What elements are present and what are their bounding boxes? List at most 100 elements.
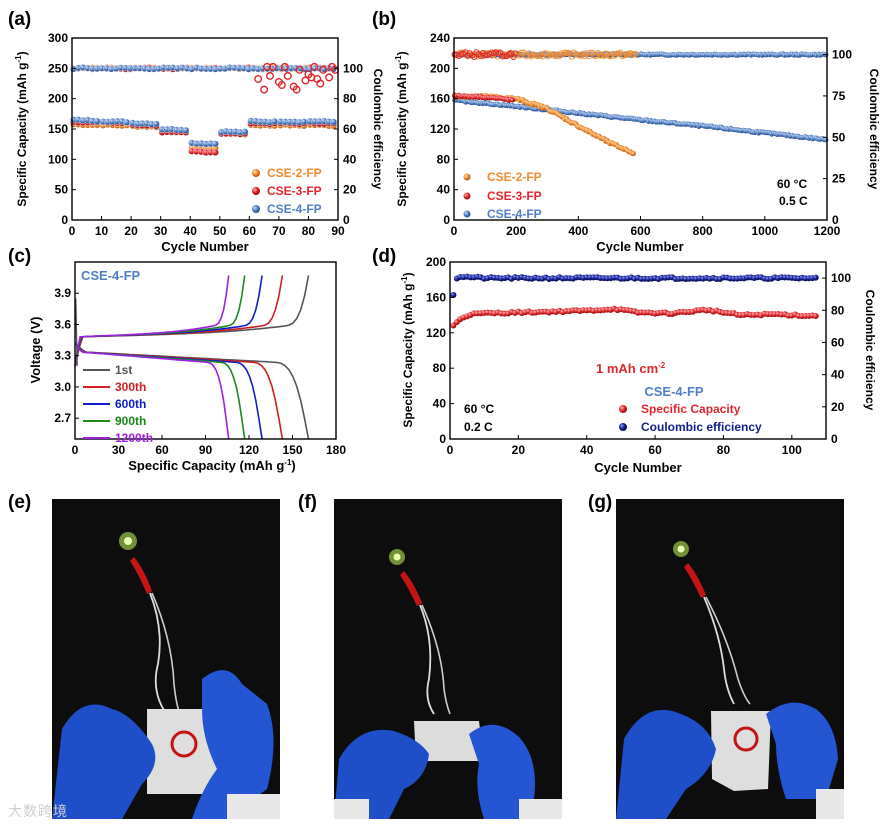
y-tick-label: 250 — [48, 61, 68, 75]
y-right-tick-label: 100 — [832, 48, 852, 62]
ce-point-cse3-scatter — [283, 71, 292, 80]
x-tick-label: 80 — [717, 443, 731, 457]
legend-marker-capacity — [619, 405, 627, 413]
chart-b-annotation-temp: 60 °C — [777, 177, 807, 191]
y-right-tick-label: 60 — [831, 335, 845, 349]
capacity-point-cse4 — [300, 118, 308, 126]
discharge-curve-900th — [74, 342, 246, 440]
panel-label-g: (g) — [588, 492, 613, 513]
photo-e-led-demo — [52, 499, 280, 819]
wire — [703, 596, 735, 705]
legend-marker-cse2 — [463, 173, 471, 181]
x-tick-label: 30 — [154, 224, 168, 238]
y-tick-label: 40 — [437, 183, 451, 197]
x-tick-label: 100 — [782, 443, 802, 457]
y-right-tick-label: 40 — [343, 152, 357, 166]
watermark: 大数跨境 — [8, 803, 68, 819]
x-tick-label: 10 — [95, 224, 109, 238]
wire — [149, 592, 171, 720]
figure: (a) (b) (c) (d) 0 10 20 30 40 50 60 70 80 9005010… — [8, 9, 881, 475]
ce-point-cse3-scatter — [292, 85, 301, 94]
y-tick-label: 3.0 — [54, 380, 71, 394]
x-tick-label: 0 — [72, 443, 79, 457]
legend-label-cse4: CSE-4-FP — [487, 207, 542, 221]
capacity-point-cse4 — [270, 117, 278, 125]
chart-c-legend: 1st 300th 600th 900th 1200th — [83, 363, 153, 445]
legend-marker-cse3 — [463, 192, 471, 200]
ce-point — [812, 274, 819, 281]
chart-b-annotation-rate: 0.5 C — [779, 194, 808, 208]
x-tick-label: 120 — [239, 443, 259, 457]
discharge-curve-1200th — [74, 342, 230, 440]
ce-point-cse2 — [632, 50, 639, 57]
ce-point-cse2 — [520, 49, 527, 56]
photo-g-led-demo — [616, 499, 844, 819]
red-clip-icon — [130, 557, 152, 594]
ce-point-cse3-scatter — [254, 74, 263, 83]
x-tick-label: 60 — [648, 443, 662, 457]
ce-point-cse2 — [563, 49, 570, 56]
capacity-point-cse4 — [330, 118, 338, 126]
legend-label-1200th: 1200th — [115, 431, 153, 445]
y-tick-label: 50 — [55, 183, 69, 197]
y-right-tick-label: 60 — [343, 122, 357, 136]
legend-label-300th: 300th — [115, 380, 146, 394]
red-clip-icon — [684, 563, 706, 598]
x-tick-label: 150 — [282, 443, 302, 457]
x-tick-label: 0 — [451, 224, 458, 238]
capacity-point-cse3 — [211, 148, 219, 156]
x-tick-label: 1000 — [751, 224, 778, 238]
y-tick-label: 200 — [48, 92, 68, 106]
y-tick-label: 40 — [433, 397, 447, 411]
y-right-tick-label: 0 — [343, 213, 350, 227]
ce-point-cse3 — [512, 50, 519, 57]
chart-d-xlabel: Cycle Number — [594, 460, 681, 475]
legend-label-cse3: CSE-3-FP — [487, 189, 542, 203]
glove-left — [334, 729, 429, 819]
x-tick-label: 30 — [112, 443, 126, 457]
chart-b-ylabel: Specific Capacity (mAh g-1) — [394, 51, 409, 206]
y-tick-label: 80 — [437, 152, 451, 166]
discharge-curve-600th — [74, 342, 263, 440]
y-tick-label: 80 — [433, 361, 447, 375]
x-tick-label: 180 — [326, 443, 346, 457]
legend-marker-cse2 — [252, 169, 260, 177]
ce-point-cse3-scatter — [310, 62, 319, 71]
ce-point-cse3-scatter — [280, 62, 289, 71]
y-right-tick-label: 20 — [831, 400, 845, 414]
panel-label-f: (f) — [298, 492, 317, 513]
cell-logo — [733, 726, 759, 752]
legend-label-cse2: CSE-2-FP — [487, 170, 542, 184]
led-icon — [124, 537, 132, 545]
y-right-tick-label: 75 — [832, 89, 846, 103]
x-tick-label: 800 — [693, 224, 713, 238]
legend-label-capacity: Specific Capacity — [641, 402, 741, 416]
chart-c-xlabel: Specific Capacity (mAh g-1) — [128, 458, 296, 473]
wire — [419, 604, 435, 715]
ce-point-cse3-scatter — [268, 62, 277, 71]
chart-a-xlabel: Cycle Number — [161, 239, 248, 254]
ce-point-cse3-scatter — [295, 65, 304, 74]
chart-b-ylabel-right: Coulombic efficiency — [867, 69, 881, 190]
glove-right — [469, 724, 535, 819]
y-right-tick-label: 100 — [831, 271, 851, 285]
legend-marker-cse3 — [252, 187, 260, 195]
legend-label-600th: 600th — [115, 397, 146, 411]
chart-d: 0 20 40 60 80 100 0 40 80 120 160 200 0 20 40 60 80 100 C… — [400, 255, 877, 475]
wire — [151, 592, 181, 715]
x-tick-label: 80 — [302, 224, 316, 238]
chart-a-legend: CSE-2-FP CSE-3-FP CSE-4-FP — [252, 166, 322, 216]
ce-point-cse2 — [533, 52, 540, 59]
folded-pouch-cell — [414, 721, 484, 761]
legend-label-ce: Coulombic efficiency — [641, 420, 762, 434]
x-tick-label: 0 — [447, 443, 454, 457]
y-right-tick-label: 0 — [831, 432, 838, 446]
y-tick-label: 160 — [426, 290, 446, 304]
y-right-tick-label: 20 — [343, 183, 357, 197]
y-tick-label: 120 — [426, 326, 446, 340]
y-tick-label: 0 — [443, 213, 450, 227]
chart-d-annotation-rate: 0.2 C — [464, 420, 493, 434]
y-tick-label: 150 — [48, 122, 68, 136]
capacity-point-cse4 — [123, 118, 131, 126]
y-right-tick-label: 100 — [343, 61, 363, 75]
